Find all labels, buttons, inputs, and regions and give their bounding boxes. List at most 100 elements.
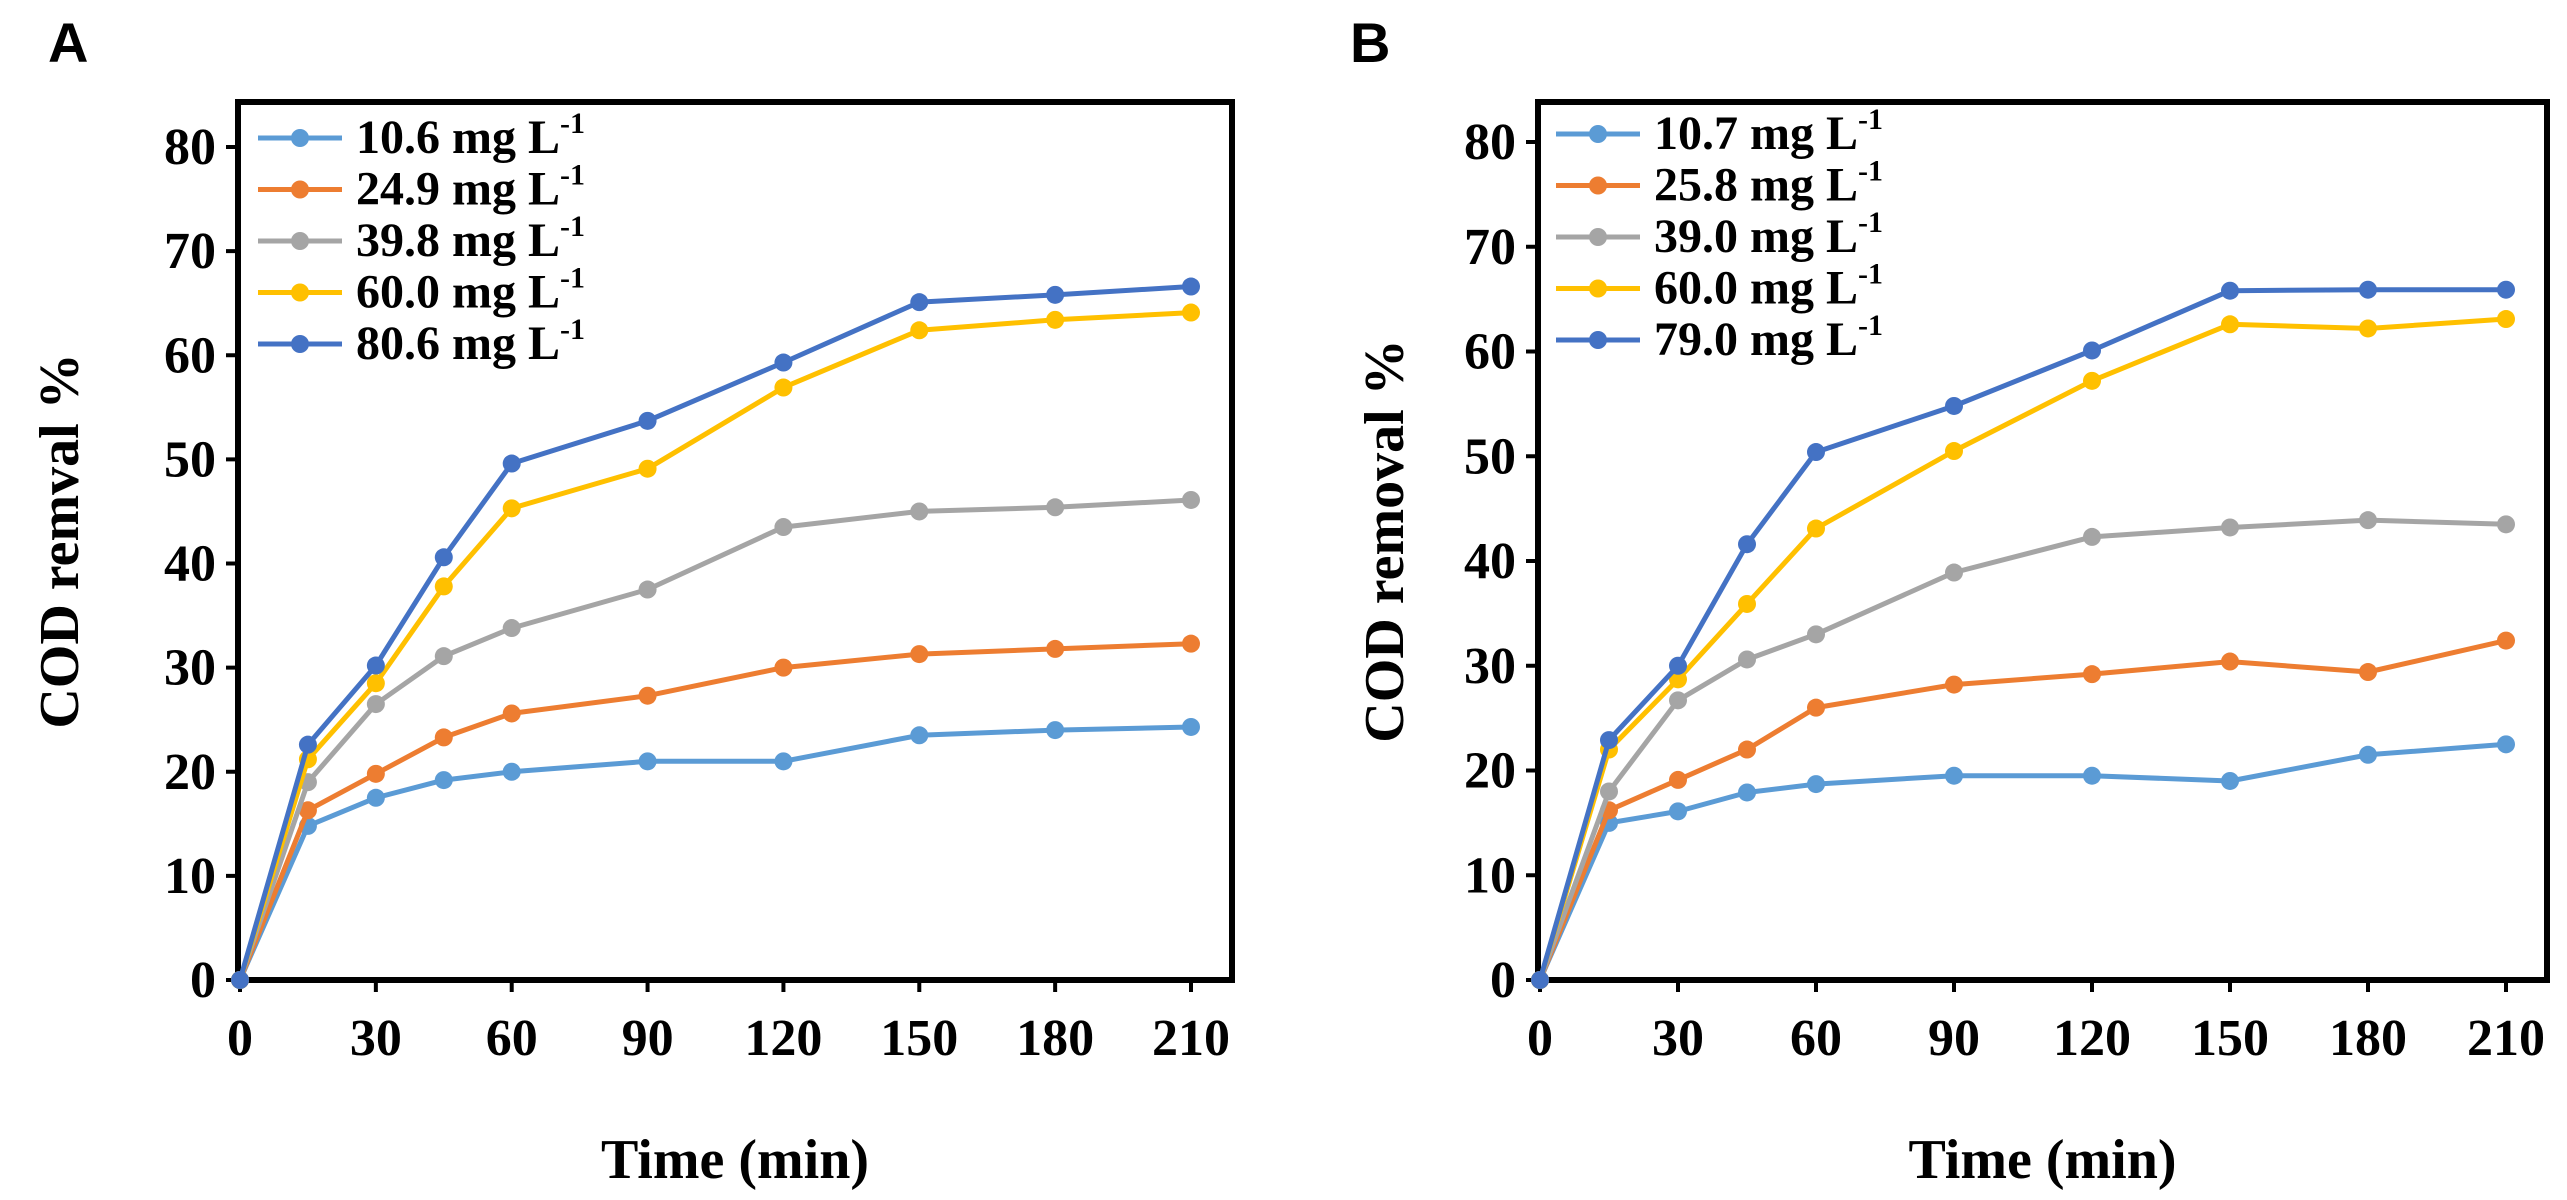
data-point: [2083, 527, 2101, 546]
y-tick-label: 50: [164, 431, 216, 488]
legend-entry-superscript: -1: [1858, 258, 1883, 291]
y-tick-label: 0: [190, 952, 216, 1009]
series-line: [1537, 638, 2507, 981]
data-point: [2497, 631, 2515, 650]
legend-entry-name: 10.6 mg L: [356, 111, 560, 164]
data-point: [2359, 663, 2377, 682]
legend-entry: 60.0 mg L-1: [356, 262, 585, 319]
legend-marker: [291, 129, 309, 147]
y-axis-title: COD removal %: [1354, 339, 1416, 742]
data-point: [1182, 303, 1200, 322]
data-point: [1738, 650, 1756, 669]
series-line: [1537, 316, 2507, 981]
data-point: [298, 801, 317, 820]
y-tick-label: 60: [1464, 324, 1516, 381]
data-point: [1046, 310, 1065, 329]
data-point: [2221, 315, 2239, 334]
data-point: [366, 674, 385, 693]
series-line: [237, 497, 1192, 981]
x-tick-label: 210: [1152, 1010, 1230, 1067]
data-point: [1182, 277, 1200, 296]
legend-entry-superscript: -1: [560, 107, 585, 140]
legend-marker: [1589, 125, 1607, 143]
data-point: [910, 726, 929, 745]
x-tick-label: 210: [2467, 1010, 2545, 1067]
data-point: [1531, 971, 1549, 989]
data-point: [1807, 625, 1825, 644]
legend-entry: 10.7 mg L-1: [1654, 103, 1883, 160]
data-point: [638, 580, 657, 599]
legend-entry: 39.0 mg L-1: [1654, 206, 1883, 263]
data-point: [1807, 775, 1825, 794]
y-tick-label: 80: [1464, 114, 1516, 171]
data-point: [1600, 731, 1618, 750]
data-point: [638, 752, 657, 771]
data-point: [1945, 675, 1963, 694]
legend-entry: 60.0 mg L-1: [1654, 258, 1883, 315]
series-line: [237, 284, 1192, 981]
data-point: [2497, 515, 2515, 534]
x-axis-title: Time (min): [601, 1129, 869, 1191]
data-point: [502, 499, 521, 518]
data-point: [1738, 535, 1756, 554]
x-tick-label: 60: [486, 1010, 538, 1067]
legend-entry-name: 60.0 mg L: [1654, 262, 1858, 315]
data-point: [1945, 766, 1963, 785]
y-tick-label: 60: [164, 327, 216, 384]
data-point: [910, 293, 929, 312]
legend-entry-superscript: -1: [560, 313, 585, 346]
legend-entry-superscript: -1: [1858, 155, 1883, 188]
y-tick-label: 30: [164, 640, 216, 697]
chart-panel-b: B 0 10 20 30 40 50 60 70 80 0 30 60 90 120 150 180 210 Tim…: [1350, 11, 2550, 1191]
data-point: [2359, 280, 2377, 299]
data-point: [434, 771, 453, 790]
data-point: [2083, 371, 2101, 390]
data-point: [366, 788, 385, 807]
data-point: [910, 645, 929, 664]
data-point: [2221, 652, 2239, 671]
legend-marker: [1589, 228, 1607, 246]
series-line: [237, 724, 1192, 982]
data-point: [2359, 745, 2377, 764]
y-tick-label: 10: [164, 848, 216, 905]
legend-entry-superscript: -1: [1858, 103, 1883, 136]
x-tick-label: 90: [1928, 1010, 1980, 1067]
x-axis-title: Time (min): [1908, 1129, 2176, 1191]
legend-marker: [1589, 279, 1607, 298]
data-point: [774, 353, 793, 372]
legend-marker: [1589, 176, 1607, 195]
series-line: [1537, 287, 2506, 981]
chart-panel-a: A 0 10 20 30 40 50 60 70 80 0 30 60 90 120 150 180 210 Tim…: [29, 11, 1235, 1191]
x-tick-label: 180: [2329, 1010, 2407, 1067]
x-tick-label: 180: [1016, 1010, 1094, 1067]
data-point: [638, 459, 657, 478]
data-point: [1046, 721, 1065, 740]
data-point: [502, 704, 521, 723]
legend-entry-superscript: -1: [560, 262, 585, 295]
y-tick-label: 0: [1490, 952, 1516, 1009]
legend-marker: [291, 180, 309, 199]
legend-entry-superscript: -1: [1858, 206, 1883, 239]
data-point: [1807, 519, 1825, 538]
legend-entry-name: 39.8 mg L: [356, 214, 560, 267]
data-point: [1738, 740, 1756, 759]
data-point: [2221, 518, 2239, 537]
data-point: [298, 735, 317, 754]
data-point: [1669, 691, 1687, 710]
data-point: [1669, 770, 1687, 789]
y-axis-title: COD remval %: [29, 353, 91, 728]
data-point: [638, 686, 657, 705]
legend-marker: [1589, 331, 1607, 349]
data-point: [2221, 281, 2239, 300]
legend-entry-name: 10.7 mg L: [1654, 107, 1858, 160]
y-tick-label: 40: [164, 536, 216, 593]
data-point: [1182, 490, 1200, 509]
plot-frame: [235, 99, 1235, 983]
series-line: [1537, 741, 2507, 982]
y-tick-label: 70: [1464, 219, 1516, 276]
data-point: [1600, 782, 1618, 801]
data-point: [2359, 511, 2377, 530]
legend-entry: 39.8 mg L-1: [356, 210, 585, 267]
legend-entry: 10.6 mg L-1: [356, 107, 585, 164]
data-point: [1046, 285, 1065, 304]
